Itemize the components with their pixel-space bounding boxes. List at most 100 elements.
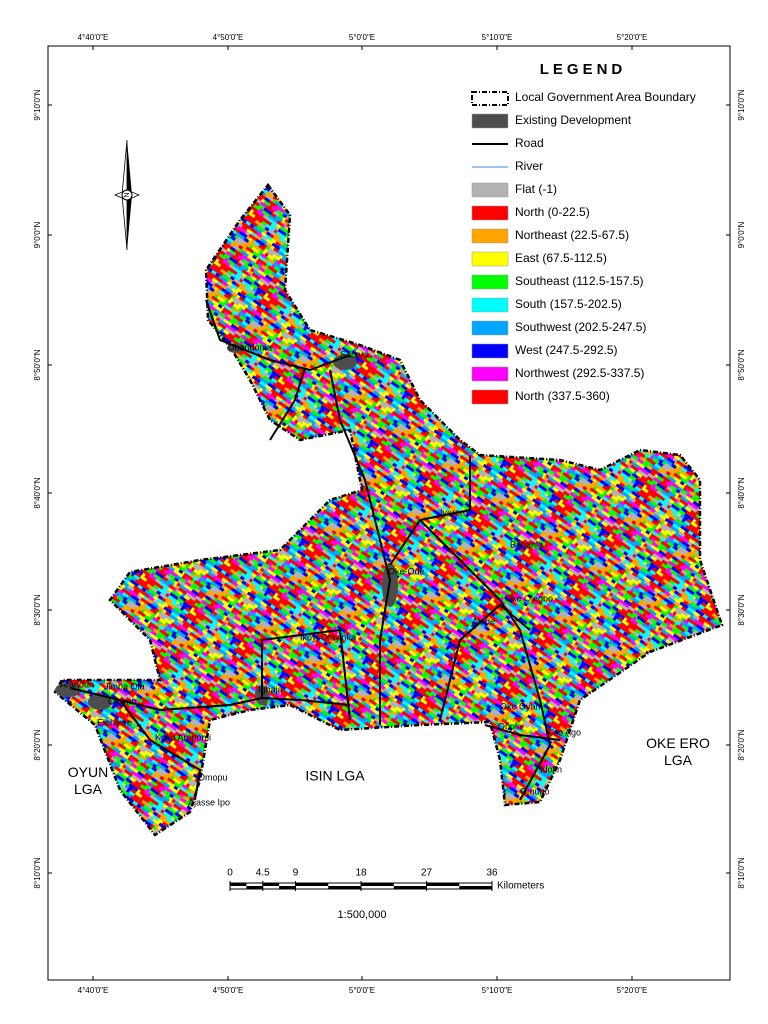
latitude-label: 8°30'0"N xyxy=(33,594,42,625)
longitude-label: 5°10'0"E xyxy=(482,986,513,995)
longitude-label: 5°10'0"E xyxy=(482,33,513,42)
longitude-label: 4°40'0"E xyxy=(78,986,109,995)
scale-segment xyxy=(426,883,460,886)
latitude-label: 8°20'0"N xyxy=(737,729,746,760)
scale-bar: 0 4.5 9 18 27 36 Kilometers 1:500,000 xyxy=(227,868,544,921)
graticule: 4°40'0"E 4°40'0"E 4°50'0"E 4°50'0"E 5°0'0"E 5… xyxy=(33,33,746,995)
legend-label: Local Government Area Boundary xyxy=(515,90,696,104)
scale-segment xyxy=(393,886,427,889)
legend-label: River xyxy=(515,159,543,173)
legend-label: Southwest (202.5-247.5) xyxy=(515,320,646,334)
latitude-label: 9°10'0"N xyxy=(33,89,42,120)
place-label: Arandun xyxy=(60,679,94,689)
scale-segment xyxy=(328,886,361,889)
place-label: Oke-Ode xyxy=(388,566,425,576)
legend-label: North (0-22.5) xyxy=(515,205,590,219)
latitude-label: 8°40'0"N xyxy=(33,477,42,508)
latitude-label: 8°20'0"N xyxy=(33,729,42,760)
place-label: Idofin xyxy=(540,764,562,774)
latitude-label: 9°10'0"N xyxy=(737,89,746,120)
latitude-label: 8°40'0"N xyxy=(737,477,746,508)
legend-swatch xyxy=(471,205,509,221)
development xyxy=(55,683,81,697)
legend-title: LEGEND xyxy=(540,61,627,78)
legend: LEGEND Local Government Area Boundary Exi… xyxy=(471,61,696,405)
place-label: Obola xyxy=(498,721,522,731)
place-label: Omopu xyxy=(198,772,228,782)
legend-symbol xyxy=(471,91,509,106)
legend-swatch xyxy=(471,182,509,198)
scale-segment xyxy=(246,886,263,889)
svg-text:N: N xyxy=(124,192,131,197)
latitude-label: 8°30'0"N xyxy=(737,594,746,625)
legend-label: Road xyxy=(515,136,544,150)
legend-label: East (67.5-112.5) xyxy=(515,251,607,265)
longitude-label: 4°40'0"E xyxy=(78,33,109,42)
road xyxy=(389,455,471,566)
place-label: Babanla xyxy=(510,539,543,549)
place-label: Oke Olegbo xyxy=(505,593,553,603)
latitude-label: 8°50'0"N xyxy=(737,349,746,380)
place-label: Ubandoma xyxy=(228,342,272,352)
legend-swatch xyxy=(471,366,509,382)
place-label: Ajasse Ipo xyxy=(188,797,230,807)
scale-tick-label: 27 xyxy=(421,868,433,879)
longitude-label: 5°0'0"E xyxy=(349,986,375,995)
place-label: Ikoyi Olayinka xyxy=(300,632,356,642)
legend-label: Northwest (292.5-337.5) xyxy=(515,366,644,380)
legend-swatch xyxy=(471,343,509,359)
legend-label: West (247.5-292.5) xyxy=(515,343,618,357)
legend-label: Flat (-1) xyxy=(515,182,557,196)
scale-segment xyxy=(230,883,247,886)
road xyxy=(484,724,561,741)
place-label: Sabara xyxy=(340,349,369,359)
road xyxy=(419,519,552,801)
road xyxy=(119,699,202,801)
legend-swatch xyxy=(471,113,509,129)
scale-ratio: 1:500,000 xyxy=(338,909,387,921)
latitude-label: 8°50'0"N xyxy=(33,349,42,380)
lga-label: OKE ERO LGA xyxy=(646,735,710,768)
legend-label: Northeast (22.5-67.5) xyxy=(515,228,629,242)
scale-segment xyxy=(279,886,296,889)
legend-label: Southeast (112.5-157.5) xyxy=(515,274,644,288)
longitude-label: 4°50'0"E xyxy=(213,986,244,995)
road xyxy=(269,367,306,441)
scale-tick-label: 18 xyxy=(355,868,367,879)
legend-label: South (157.5-202.5) xyxy=(515,297,622,311)
place-label: Elehijere xyxy=(97,717,132,727)
legend-swatch xyxy=(471,251,509,267)
road xyxy=(329,369,392,725)
latitude-label: 8°10'0"N xyxy=(737,857,746,888)
scale-segment xyxy=(361,883,394,886)
road xyxy=(439,603,531,721)
scale-segment xyxy=(295,883,329,886)
lga-label: ISIN LGA xyxy=(305,768,365,784)
study-area xyxy=(53,182,724,837)
legend-label: North (337.5-360) xyxy=(515,389,610,403)
legend-swatch xyxy=(471,320,509,336)
place-label: Igbaja xyxy=(258,684,283,694)
legend-swatch xyxy=(471,274,509,290)
legend-swatch xyxy=(471,297,509,313)
road xyxy=(261,628,351,721)
scale-tick-label: 36 xyxy=(486,868,498,879)
development xyxy=(333,354,357,370)
scale-tick-label: 0 xyxy=(227,868,233,879)
roads xyxy=(69,299,561,801)
place-label: Alade xyxy=(472,616,495,626)
latitude-label: 8°10'0"N xyxy=(33,857,42,888)
place-label: Iyeroro xyxy=(440,507,468,517)
longitude-label: 4°50'0"E xyxy=(213,33,244,42)
development xyxy=(88,694,112,710)
place-label: Oloyan xyxy=(108,696,137,706)
legend-swatch xyxy=(471,228,509,244)
scale-segment xyxy=(262,883,280,886)
scale-tick-label: 9 xyxy=(293,868,299,879)
place-labels: Ubandoma Sabara Iyeroro Babanla Oke-Ode … xyxy=(60,342,581,807)
scale-segment xyxy=(459,886,492,889)
scale-unit: Kilometers xyxy=(497,881,544,892)
place-label: Oro Ago xyxy=(548,727,581,737)
legend-swatch xyxy=(471,389,509,405)
